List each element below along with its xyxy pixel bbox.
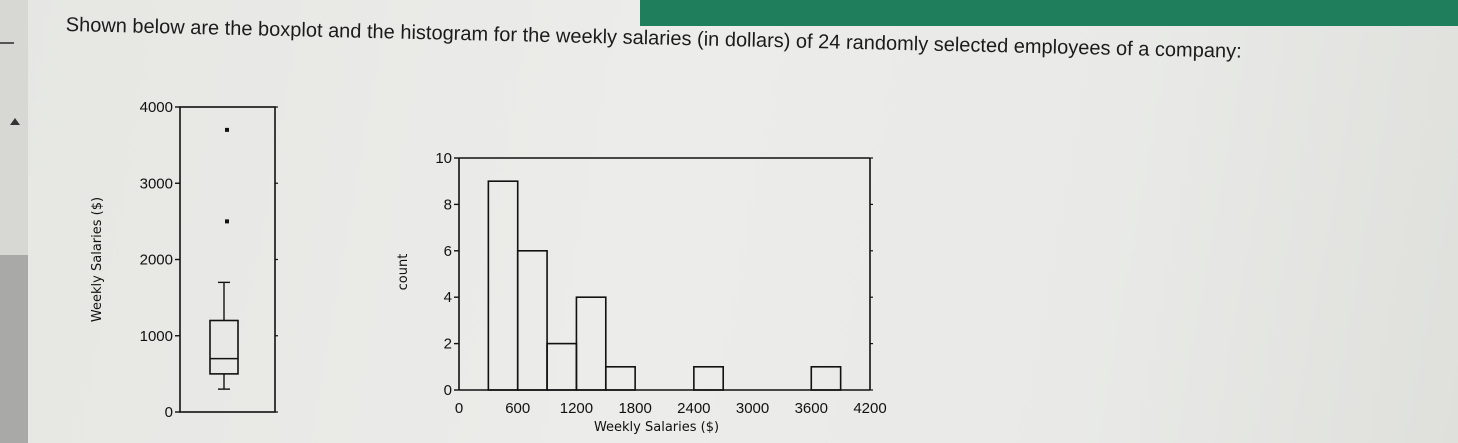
histogram-y-tick-label: 4 (444, 289, 452, 306)
boxplot-outlier (225, 219, 229, 224)
histogram-y-tick-label: 8 (444, 196, 452, 213)
histogram-y-axis-title: count (396, 254, 411, 291)
histogram-y-tick-label: 2 (444, 336, 452, 353)
scrollbar[interactable] (0, 255, 28, 443)
top-banner (640, 0, 1458, 26)
histogram-y-tick-label: 0 (444, 382, 452, 399)
histogram-bar (575, 296, 607, 391)
boxplot-outlier (225, 127, 229, 132)
histogram-bar (546, 342, 578, 391)
boxplot-y-tick-label: 2000 (140, 252, 173, 269)
boxplot-y-axis-title: Weekly Salaries ($) (90, 197, 105, 322)
histogram-bar (516, 250, 548, 391)
histogram-bar (487, 180, 519, 391)
histogram-x-axis-title: Weekly Salaries ($) (594, 420, 719, 435)
histogram-x-tick-label: 600 (505, 400, 530, 417)
histogram-x-tick-label: 0 (455, 400, 463, 417)
boxplot-box (209, 319, 239, 375)
histogram-x-tick-label: 2400 (677, 400, 710, 417)
histogram-x-tick-label: 1200 (560, 400, 593, 417)
boxplot-y-tick-label: 3000 (140, 175, 173, 192)
boxplot-y-tick-label: 4000 (140, 99, 173, 116)
histogram-bar (810, 365, 842, 391)
boxplot-frame (179, 106, 276, 413)
histogram-y-tick-label: 10 (435, 150, 452, 167)
collapse-icon[interactable] (0, 42, 14, 44)
arrow-up-icon[interactable] (10, 118, 20, 125)
histogram-x-tick-label: 3000 (736, 400, 769, 417)
histogram-bar (604, 365, 636, 391)
histogram-bar (693, 365, 725, 391)
histogram-chart: 0 2 4 6 8 10 0 600 1200 1800 2400 3000 3600 4200 Weekl… (396, 150, 887, 435)
histogram-x-tick-label: 4200 (853, 400, 886, 417)
boxplot-y-tick-label: 0 (165, 404, 173, 421)
boxplot-chart: 0 1000 2000 3000 4000 Weekly Salaries ($) (90, 99, 278, 421)
histogram-x-tick-label: 1800 (618, 400, 651, 417)
histogram-x-tick-label: 3600 (795, 400, 828, 417)
histogram-y-tick-label: 6 (444, 243, 452, 260)
boxplot-y-tick-label: 1000 (140, 328, 173, 345)
